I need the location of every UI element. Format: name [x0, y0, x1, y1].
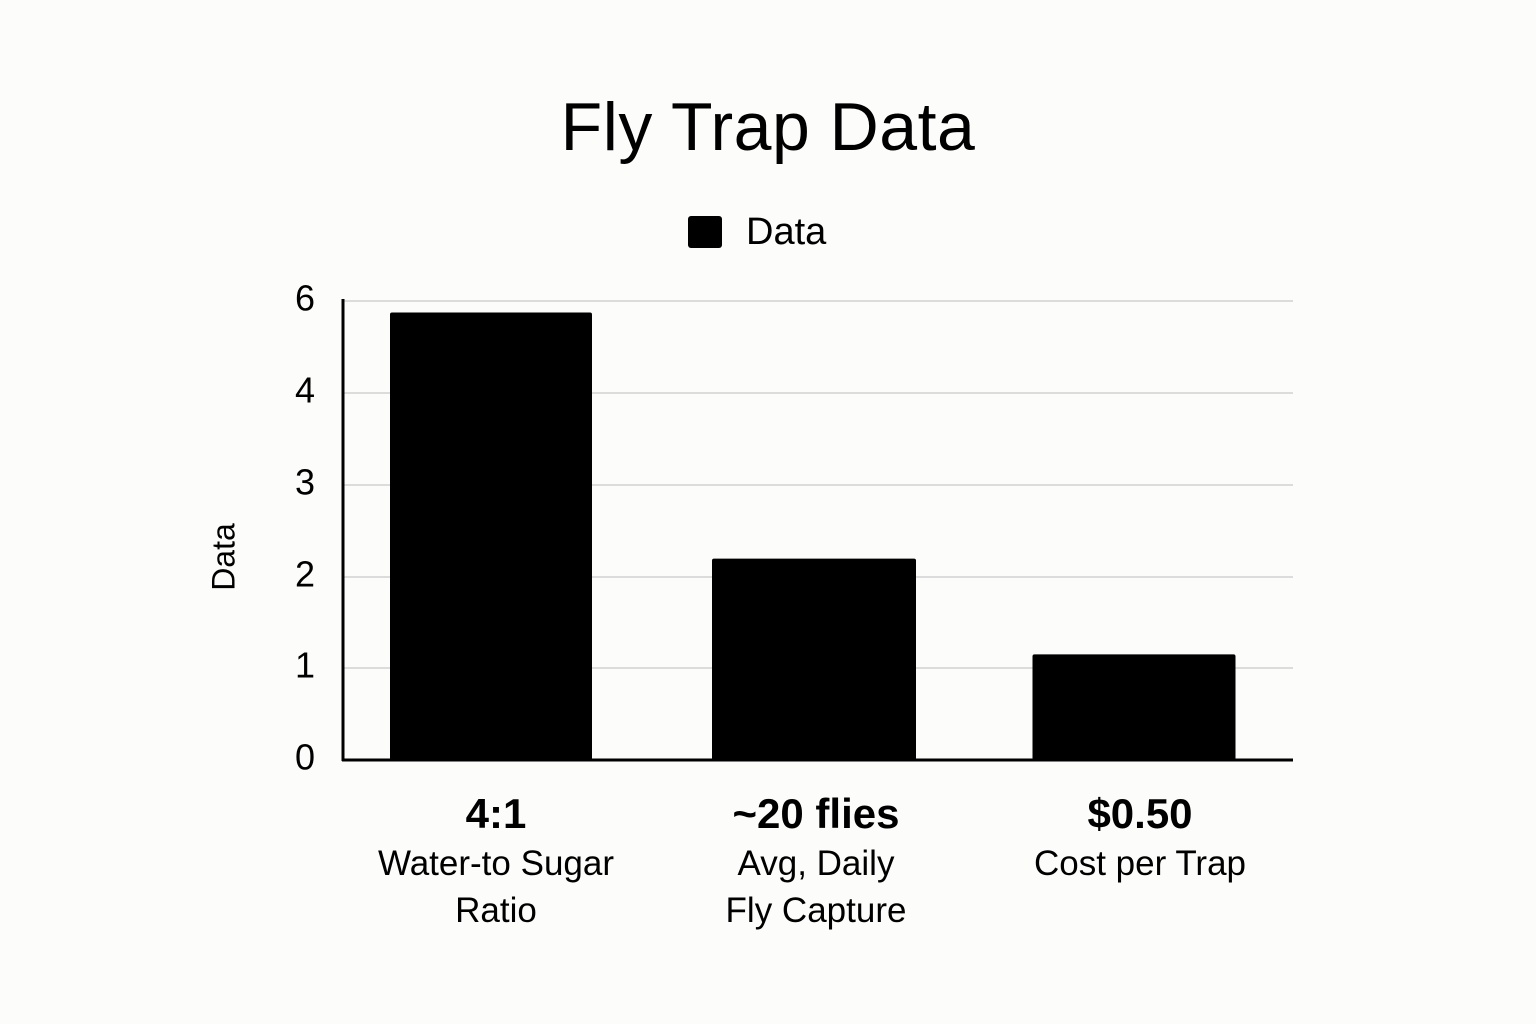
legend: Data — [688, 210, 826, 254]
legend-swatch — [688, 216, 722, 248]
category-label-2: ~20 flies Avg, Daily Fly Capture — [656, 788, 976, 934]
y-tick-label: 4 — [295, 370, 315, 411]
category-value-label: ~20 flies — [732, 790, 900, 837]
y-tick-label: 1 — [295, 645, 315, 686]
y-tick-label: 0 — [295, 737, 315, 778]
category-label-1: 4:1 Water-to Sugar Ratio — [336, 788, 656, 934]
bar-1 — [390, 312, 592, 760]
bar-2 — [712, 558, 916, 760]
category-description: Cost per Trap — [1033, 844, 1247, 883]
y-tick-label: 6 — [295, 278, 315, 319]
chart-title: Fly Trap Data — [560, 89, 976, 165]
legend-label: Data — [746, 210, 827, 253]
y-tick-label: 2 — [295, 554, 315, 595]
y-tick-label: 3 — [295, 462, 315, 503]
category-description: Water-to Sugar Ratio — [377, 844, 614, 930]
category-value-label: $0.50 — [1087, 790, 1193, 837]
category-description: Avg, Daily Fly Capture — [725, 844, 907, 930]
category-label-3: $0.50 Cost per Trap — [980, 788, 1300, 887]
category-value-label: 4:1 — [465, 790, 527, 837]
bar-3 — [1032, 654, 1236, 760]
